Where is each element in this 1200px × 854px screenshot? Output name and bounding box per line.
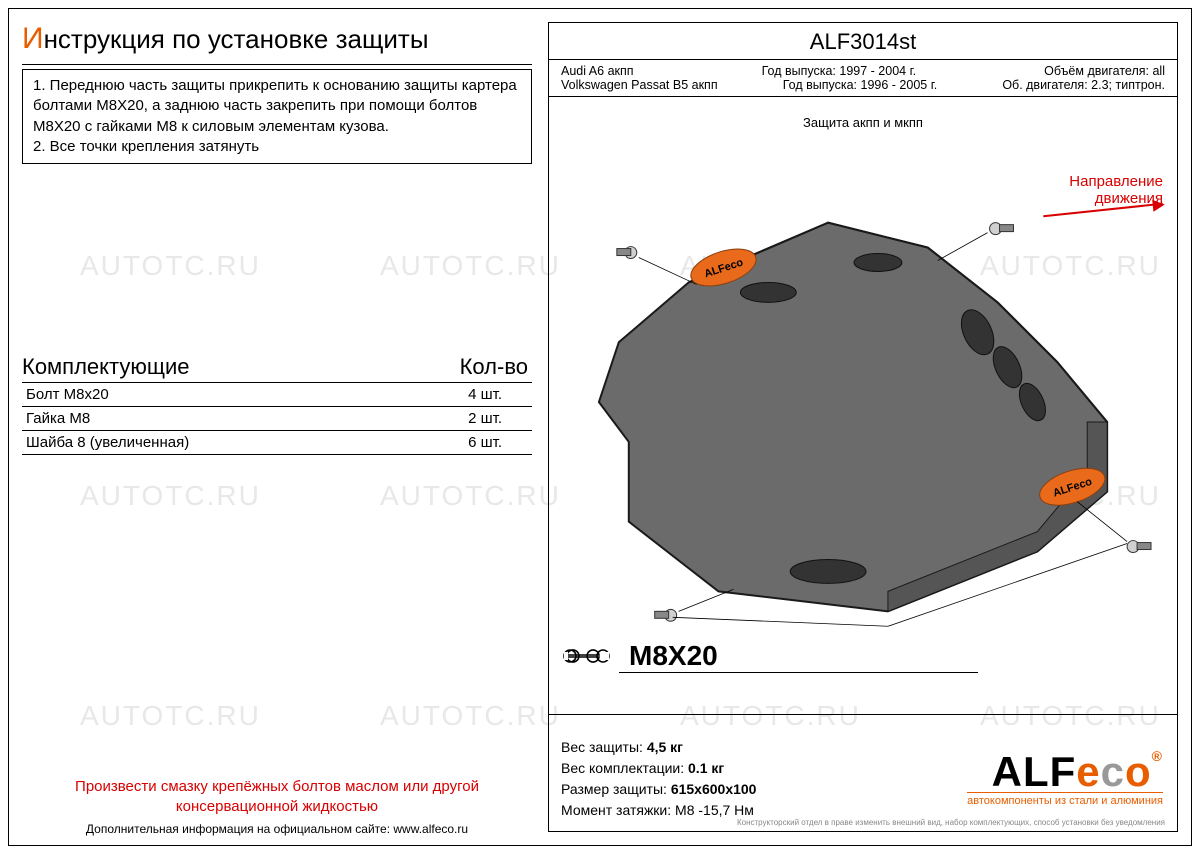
logo-o: o <box>1125 748 1152 795</box>
parts-header-right: Кол-во <box>460 354 528 380</box>
logo-reg: ® <box>1152 748 1163 764</box>
engine-value: all <box>1152 64 1165 78</box>
title-first-letter: И <box>22 22 44 55</box>
logo-text: ALFeco® <box>967 748 1163 796</box>
parts-table: Болт М8х20 4 шт. Гайка М8 2 шт. Шайба 8 … <box>22 382 532 455</box>
spec-value: 4,5 кг <box>647 739 683 755</box>
parts-header-left: Комплектующие <box>22 354 189 380</box>
vehicle-model: Volkswagen Passat B5 акпп <box>561 78 718 92</box>
specs-block: Вес защиты: 4,5 кг Вес комплектации: 0.1… <box>561 737 756 821</box>
spec-label: Размер защиты: <box>561 781 667 797</box>
part-name: Гайка М8 <box>22 407 387 431</box>
engine-label: Об. двигателя: <box>1002 78 1087 92</box>
spec-label: Вес комплектации: <box>561 760 684 776</box>
table-row: Болт М8х20 4 шт. <box>22 383 532 407</box>
vehicle-row: Audi A6 акпп Год выпуска: 1997 - 2004 г.… <box>549 64 1177 78</box>
page-title: Инструкция по установке защиты <box>22 22 532 56</box>
plate-cutout <box>740 282 796 302</box>
bolt-size-label: M8X20 <box>619 640 978 673</box>
spec-value: 0.1 кг <box>688 760 724 776</box>
logo-e: e <box>1076 748 1100 795</box>
vehicle-row: Volkswagen Passat B5 акпп Год выпуска: 1… <box>549 78 1177 92</box>
bolt-icon <box>938 223 1014 261</box>
spec-label: Вес защиты: <box>561 739 643 755</box>
parts-header: Комплектующие Кол-во <box>22 354 532 382</box>
divider <box>549 59 1177 60</box>
right-panel: ALF3014st Audi A6 акпп Год выпуска: 1997… <box>548 22 1178 832</box>
table-row: Гайка М8 2 шт. <box>22 407 532 431</box>
part-qty: 6 шт. <box>387 431 532 455</box>
disclaimer-text: Конструкторский отдел в праве изменить в… <box>737 818 1165 827</box>
part-qty: 4 шт. <box>387 383 532 407</box>
plate-cutout <box>854 254 902 272</box>
logo-alf: ALF <box>992 748 1077 795</box>
years-value: 1996 - 2005 г. <box>861 78 938 92</box>
part-name: Болт М8х20 <box>22 383 387 407</box>
skid-plate-svg: ALFeco ALFeco <box>569 173 1157 651</box>
bolt-icon <box>655 589 734 621</box>
part-qty: 2 шт. <box>387 407 532 431</box>
years-value: 1997 - 2004 г. <box>839 64 916 78</box>
part-name: Шайба 8 (увеличенная) <box>22 431 387 455</box>
logo-subtitle: автокомпоненты из стали и алюминия <box>967 792 1163 807</box>
spec-value: М8 -15,7 Нм <box>675 802 754 818</box>
parts-section: Комплектующие Кол-во Болт М8х20 4 шт. Га… <box>22 354 532 455</box>
left-column: Инструкция по установке защиты 1. Передн… <box>22 22 532 455</box>
bolt-icon <box>1077 502 1151 553</box>
plate-cutout <box>790 559 866 583</box>
sku-code: ALF3014st <box>549 29 1177 55</box>
title-rest: нструкция по установке защиты <box>44 24 429 54</box>
years-label: Год выпуска: <box>783 78 857 92</box>
spec-value: 615х600х100 <box>671 781 757 797</box>
title-separator <box>22 64 532 65</box>
skid-plate-diagram: ALFeco ALFeco <box>569 173 1157 651</box>
specs-divider <box>549 714 1177 715</box>
logo-c: c <box>1101 748 1125 795</box>
engine-value: 2.3; типтрон. <box>1091 78 1165 92</box>
alfeco-logo: ALFeco® автокомпоненты из стали и алюмин… <box>967 748 1163 807</box>
info-line: Дополнительная информация на официальном… <box>22 822 532 836</box>
wrench-icon <box>563 641 611 671</box>
instructions-box: 1. Переднюю часть защиты прикрепить к ос… <box>22 69 532 164</box>
table-row: Шайба 8 (увеличенная) 6 шт. <box>22 431 532 455</box>
vehicle-model: Audi A6 акпп <box>561 64 634 78</box>
instructions-text: 1. Переднюю часть защиты прикрепить к ос… <box>33 76 521 157</box>
bolt-icon <box>617 247 697 285</box>
spec-label: Момент затяжки: <box>561 802 671 818</box>
engine-label: Объём двигателя: <box>1044 64 1149 78</box>
divider <box>549 96 1177 97</box>
years-label: Год выпуска: <box>762 64 836 78</box>
drawing-subtitle: Защита акпп и мкпп <box>549 115 1177 130</box>
warning-text: Произвести смазку крепёжных болтов масло… <box>22 777 532 816</box>
